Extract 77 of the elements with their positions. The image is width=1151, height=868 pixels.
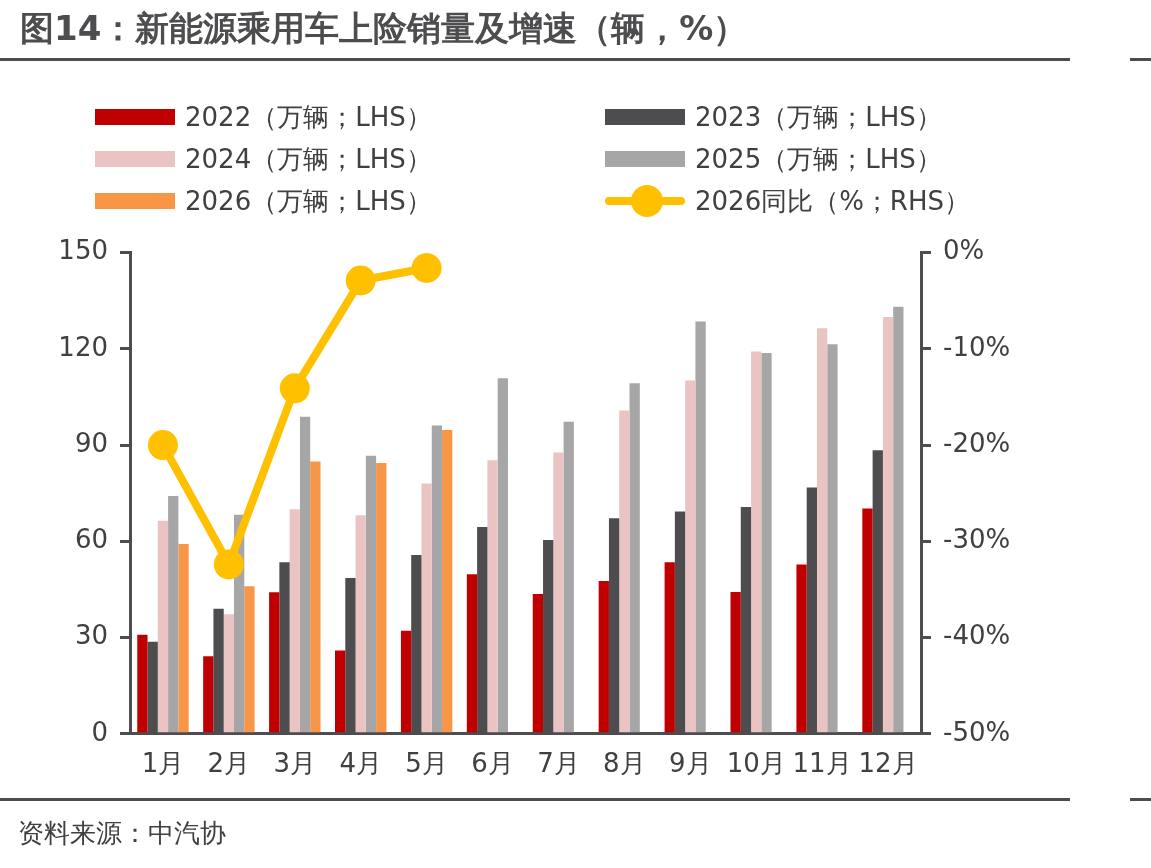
x-tick-label: 5月 — [405, 748, 448, 779]
bar — [400, 630, 412, 733]
y-tick-label: 0 — [91, 716, 108, 747]
x-tick-label: 12月 — [858, 748, 918, 779]
bar — [269, 592, 280, 733]
bar — [553, 452, 564, 733]
point — [279, 373, 310, 404]
legend-label: 2023（万辆；LHS） — [695, 100, 942, 134]
bar — [619, 410, 630, 733]
bar — [751, 351, 762, 733]
bar — [355, 515, 366, 733]
bar — [882, 317, 894, 733]
bar — [442, 430, 453, 733]
legend-label: 2022（万辆；LHS） — [185, 100, 432, 134]
bar — [178, 543, 189, 733]
x-tick-label: 2月 — [207, 748, 251, 779]
y-tick-label: 150 — [58, 235, 108, 266]
bar — [893, 306, 904, 733]
x-tick-label: 1月 — [141, 748, 185, 779]
bar — [598, 581, 609, 733]
bar — [796, 564, 807, 733]
bar — [203, 656, 214, 733]
y-tick-label: 90 — [74, 427, 108, 458]
x-tick-label: 11月 — [792, 748, 852, 779]
bar — [289, 509, 300, 733]
point — [147, 430, 178, 461]
y2-tick-label: -40% — [943, 620, 1011, 651]
x-tick-label: 10月 — [726, 748, 786, 779]
y2-tick-label: -20% — [943, 427, 1011, 458]
bar — [244, 586, 255, 733]
bar — [629, 383, 640, 733]
bar — [862, 508, 873, 733]
bar — [168, 496, 179, 733]
bar — [695, 321, 706, 733]
y2-tick-label: -30% — [943, 524, 1011, 555]
bar — [466, 574, 478, 733]
bar — [664, 562, 675, 733]
x-tick-label: 9月 — [669, 748, 712, 779]
x-tick-label: 7月 — [537, 748, 580, 779]
bar — [827, 344, 838, 733]
y2-tick-label: -10% — [943, 331, 1011, 362]
bar — [223, 614, 235, 733]
bar — [685, 380, 696, 733]
y-tick-label: 60 — [74, 524, 108, 555]
y-tick-label: 120 — [58, 331, 108, 362]
y-tick-label: 30 — [74, 620, 108, 651]
point — [213, 549, 244, 580]
bar — [761, 353, 772, 733]
bar — [532, 593, 544, 733]
text: 资料来源：中汽协 — [18, 817, 226, 850]
bar — [431, 425, 443, 733]
bar — [335, 650, 346, 733]
bar — [137, 634, 148, 733]
bar — [365, 455, 377, 733]
bar — [299, 416, 311, 733]
bar — [497, 378, 508, 733]
x-tick-label: 4月 — [339, 748, 382, 779]
bar — [487, 460, 498, 733]
point — [345, 265, 376, 296]
legend-label: 2026（万辆；LHS） — [185, 184, 432, 218]
legend-label: 2026同比（%；RHS） — [695, 184, 970, 218]
bar — [376, 463, 387, 733]
point — [411, 253, 442, 283]
legend-label: 2024（万辆；LHS） — [185, 142, 432, 176]
bar — [816, 328, 828, 733]
legend-label: 2025（万辆；LHS） — [695, 142, 942, 176]
x-tick-label: 8月 — [603, 748, 646, 779]
y2-tick-label: 0% — [943, 235, 985, 266]
bar — [421, 483, 432, 733]
bar — [157, 520, 169, 733]
x-tick-label: 6月 — [471, 748, 514, 779]
y2-tick-label: -50% — [943, 716, 1011, 747]
bar — [563, 421, 574, 733]
chart-title: 图14：新能源乘用车上险销量及增速（辆，%） — [20, 7, 748, 50]
x-tick-label: 3月 — [273, 748, 317, 779]
bar — [730, 592, 741, 733]
bar — [310, 461, 321, 733]
